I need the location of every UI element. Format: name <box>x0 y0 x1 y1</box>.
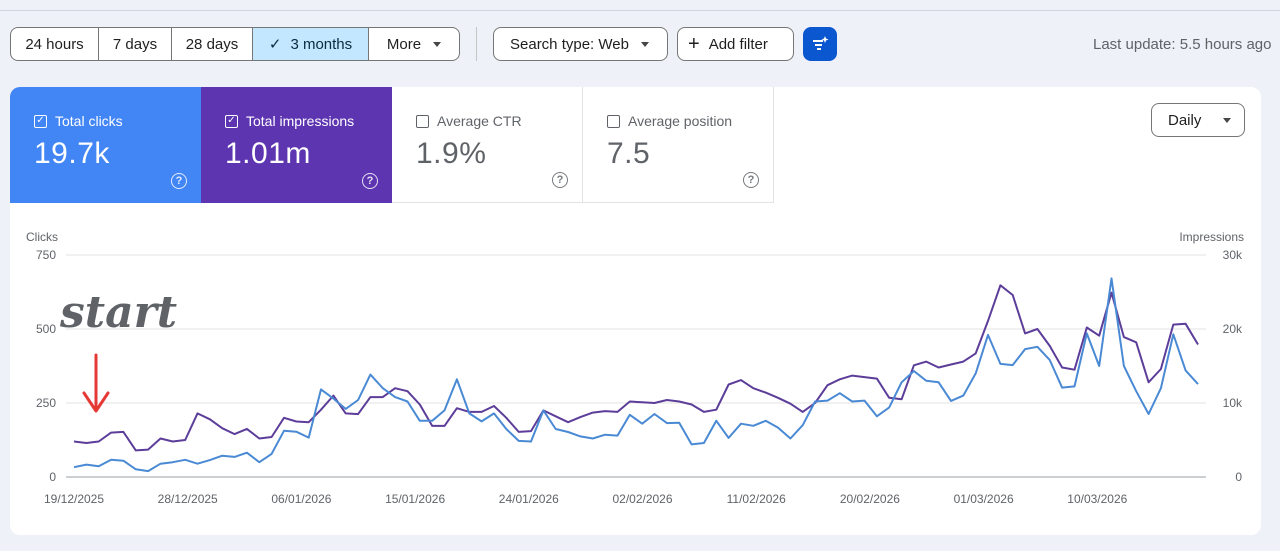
metric-average-ctr[interactable]: Average CTR 1.9% ? <box>392 87 583 203</box>
metric-label: Total clicks <box>55 113 123 129</box>
y-tick-left: 750 <box>36 248 56 262</box>
metric-value: 1.9% <box>416 137 487 170</box>
granularity-label: Daily <box>1168 111 1202 129</box>
y-tick-right: 20k <box>1223 322 1243 336</box>
last-update-text: Last update: 5.5 hours ago <box>1093 36 1272 53</box>
x-tick-label: 28/12/2025 <box>158 492 218 506</box>
y-tick-right: 30k <box>1223 248 1243 262</box>
range-7-days-button[interactable]: 7 days <box>99 28 172 60</box>
search-type-dropdown[interactable]: Search type: Web <box>493 27 668 61</box>
toolbar-divider <box>476 27 477 61</box>
x-tick-label: 19/12/2025 <box>44 492 104 506</box>
range-label: 3 months <box>290 35 353 53</box>
chevron-down-icon <box>1223 117 1232 123</box>
range-more-button[interactable]: More <box>369 28 459 60</box>
metric-value: 7.5 <box>607 137 651 170</box>
metric-label: Average position <box>628 113 733 129</box>
performance-card: ✓ Total clicks 19.7k ? ✓ Total impressions… <box>10 87 1261 535</box>
range-28-days-button[interactable]: 28 days <box>172 28 253 60</box>
metric-label: Total impressions <box>246 113 355 129</box>
x-tick-label: 06/01/2026 <box>271 492 331 506</box>
x-tick-label: 11/02/2026 <box>727 492 786 506</box>
metric-value: 1.01m <box>225 137 311 170</box>
filter-sparkle-button[interactable] <box>803 27 837 61</box>
x-tick-label: 01/03/2026 <box>954 492 1014 506</box>
x-tick-label: 02/02/2026 <box>612 492 672 506</box>
range-label: 28 days <box>185 35 239 53</box>
toolbar: 24 hours 7 days 28 days ✓ 3 months More S… <box>10 27 837 61</box>
series-line-clicks <box>73 277 1199 473</box>
metric-total-impressions[interactable]: ✓ Total impressions 1.01m ? <box>201 87 392 203</box>
y-tick-right: 0 <box>1235 470 1242 484</box>
start-annotation: start <box>59 287 177 413</box>
y-tick-left: 500 <box>36 322 56 336</box>
help-icon[interactable]: ? <box>743 172 759 188</box>
add-filter-button[interactable]: + Add filter <box>677 27 794 61</box>
add-filter-label: Add filter <box>708 35 768 53</box>
y-axis-right-label: Impressions <box>1179 230 1244 244</box>
metric-label: Average CTR <box>437 113 522 129</box>
check-icon: ✓ <box>268 36 282 53</box>
x-tick-label: 15/01/2026 <box>385 492 445 506</box>
top-divider <box>0 10 1280 11</box>
help-icon[interactable]: ? <box>362 173 378 189</box>
chevron-down-icon <box>433 41 442 47</box>
checkbox-checked-icon[interactable]: ✓ <box>34 114 47 128</box>
filter-sparkle-icon <box>813 36 829 50</box>
series-line-impressions <box>73 284 1199 452</box>
checkbox-unchecked-icon[interactable] <box>416 114 429 128</box>
range-label: More <box>386 35 422 53</box>
metric-total-clicks[interactable]: ✓ Total clicks 19.7k ? <box>10 87 201 203</box>
y-tick-left: 250 <box>36 396 56 410</box>
range-24-hours-button[interactable]: 24 hours <box>11 28 99 60</box>
granularity-dropdown[interactable]: Daily <box>1151 103 1245 137</box>
checkbox-checked-icon[interactable]: ✓ <box>225 114 238 128</box>
checkbox-unchecked-icon[interactable] <box>607 114 620 128</box>
x-tick-label: 20/02/2026 <box>840 492 900 506</box>
help-icon[interactable]: ? <box>552 172 568 188</box>
range-label: 7 days <box>112 35 158 53</box>
y-tick-right: 10k <box>1223 396 1243 410</box>
y-tick-left: 0 <box>49 470 56 484</box>
range-3-months-button[interactable]: ✓ 3 months <box>253 28 369 60</box>
search-type-label: Search type: Web <box>510 35 629 53</box>
arrow-down-icon <box>82 353 110 413</box>
range-label: 24 hours <box>25 35 84 53</box>
help-icon[interactable]: ? <box>171 173 187 189</box>
date-range-selector: 24 hours 7 days 28 days ✓ 3 months More <box>10 27 460 61</box>
metric-value: 19.7k <box>34 137 110 170</box>
chevron-down-icon <box>640 41 649 47</box>
y-axis-left-label: Clicks <box>26 230 58 244</box>
metric-average-position[interactable]: Average position 7.5 ? <box>583 87 774 203</box>
plus-icon: + <box>688 33 700 55</box>
annotation-text: start <box>59 287 177 338</box>
x-tick-label: 10/03/2026 <box>1067 492 1127 506</box>
x-tick-label: 24/01/2026 <box>499 492 559 506</box>
